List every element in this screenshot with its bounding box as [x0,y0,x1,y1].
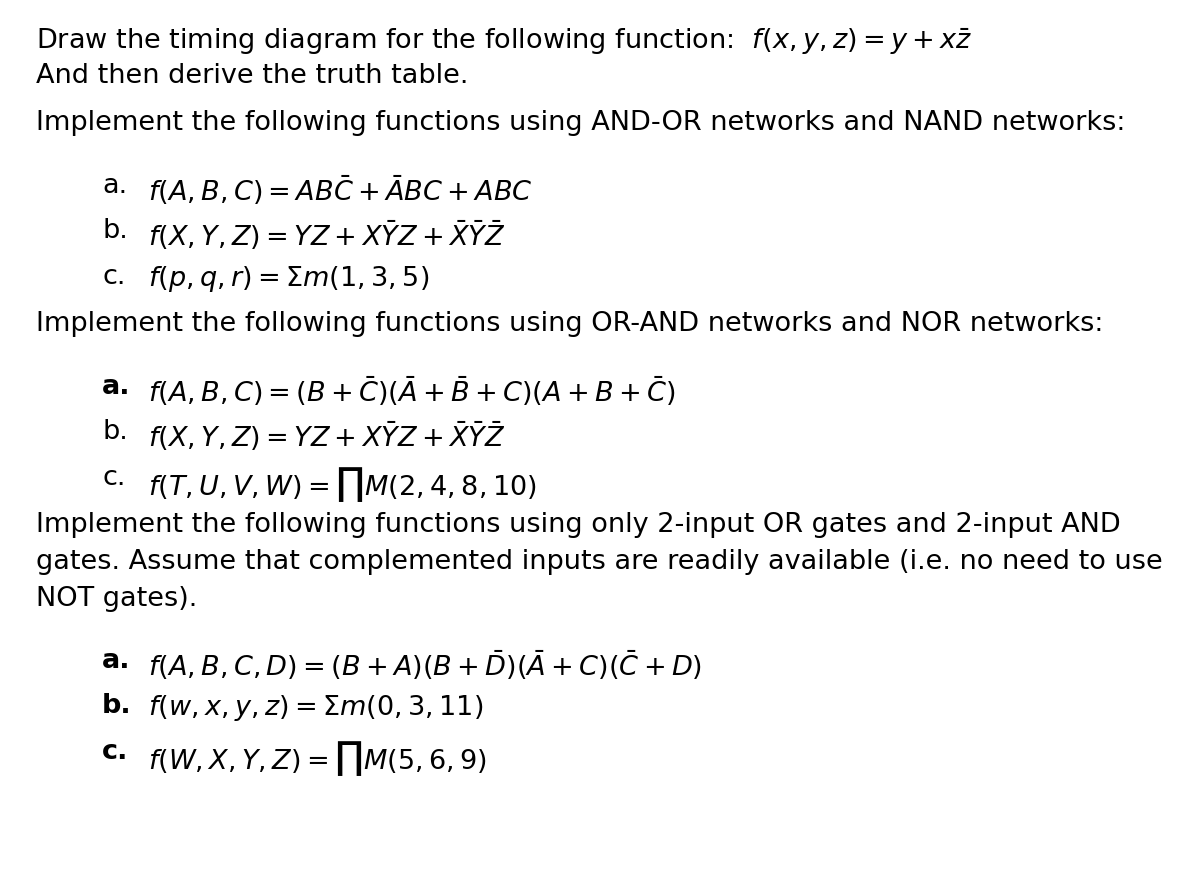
Text: And then derive the truth table.: And then derive the truth table. [36,63,468,89]
Text: $f(T, U, V, W) = \prod M(2,4,8,10)$: $f(T, U, V, W) = \prod M(2,4,8,10)$ [148,464,536,503]
Text: Implement the following functions using AND-OR networks and NAND networks:: Implement the following functions using … [36,110,1126,136]
Text: c.: c. [102,464,125,490]
Text: $f(w, x, y, z) = \Sigma m(0,3,11)$: $f(w, x, y, z) = \Sigma m(0,3,11)$ [148,693,484,722]
Text: $f(X, Y, Z) = YZ + X\bar{Y}Z + \bar{X}\bar{Y}\bar{Z}$: $f(X, Y, Z) = YZ + X\bar{Y}Z + \bar{X}\b… [148,419,505,452]
Text: a.: a. [102,647,131,673]
Text: a.: a. [102,173,127,199]
Text: Draw the timing diagram for the following function:  $f(x, y, z) = y + x\bar{z}$: Draw the timing diagram for the followin… [36,26,972,56]
Text: $f(X, Y, Z) = YZ + X\bar{Y}Z + \bar{X}\bar{Y}\bar{Z}$: $f(X, Y, Z) = YZ + X\bar{Y}Z + \bar{X}\b… [148,218,505,251]
Text: gates. Assume that complemented inputs are readily available (i.e. no need to us: gates. Assume that complemented inputs a… [36,548,1163,574]
Text: a.: a. [102,374,131,400]
Text: $f(p, q, r) = \Sigma m(1,3,5)$: $f(p, q, r) = \Sigma m(1,3,5)$ [148,263,428,293]
Text: $f(A, B, C) = (B + \bar{C})(\bar{A} + \bar{B} + C)(A + B + \bar{C})$: $f(A, B, C) = (B + \bar{C})(\bar{A} + \b… [148,374,674,407]
Text: Implement the following functions using only 2-input OR gates and 2-input AND: Implement the following functions using … [36,512,1121,538]
Text: Implement the following functions using OR-AND networks and NOR networks:: Implement the following functions using … [36,311,1103,337]
Text: $f(A, B, C, D) = (B + A)(B + \bar{D})(\bar{A} + C)(\bar{C} + D)$: $f(A, B, C, D) = (B + A)(B + \bar{D})(\b… [148,647,702,680]
Text: $f(A, B, C) = AB\bar{C} + \bar{A}BC + ABC$: $f(A, B, C) = AB\bar{C} + \bar{A}BC + AB… [148,173,533,206]
Text: b.: b. [102,419,127,445]
Text: b.: b. [102,693,132,719]
Text: c.: c. [102,263,125,289]
Text: b.: b. [102,218,127,244]
Text: c.: c. [102,738,128,764]
Text: NOT gates).: NOT gates). [36,585,197,611]
Text: $f(W, X, Y, Z) = \prod M(5,6,9)$: $f(W, X, Y, Z) = \prod M(5,6,9)$ [148,738,487,777]
